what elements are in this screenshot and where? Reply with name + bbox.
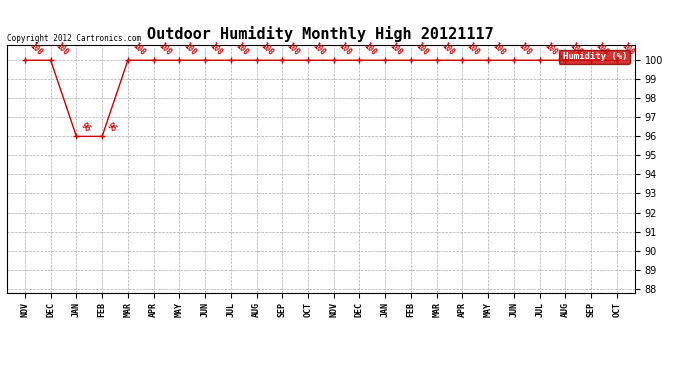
Text: 100: 100 xyxy=(157,41,172,57)
Text: 100: 100 xyxy=(620,41,635,57)
Text: 100: 100 xyxy=(491,41,507,57)
Text: 100: 100 xyxy=(285,41,302,57)
Text: 100: 100 xyxy=(440,41,455,57)
Text: 100: 100 xyxy=(53,41,70,57)
Text: 100: 100 xyxy=(233,41,250,57)
Text: 100: 100 xyxy=(337,41,353,57)
Text: 96: 96 xyxy=(105,121,118,134)
Text: 100: 100 xyxy=(594,41,610,57)
Text: 100: 100 xyxy=(208,41,224,57)
Legend: Humidity (%): Humidity (%) xyxy=(559,50,630,64)
Text: 100: 100 xyxy=(568,41,584,57)
Text: Copyright 2012 Cartronics.com: Copyright 2012 Cartronics.com xyxy=(7,33,141,42)
Text: 100: 100 xyxy=(465,41,482,57)
Text: 100: 100 xyxy=(310,41,327,57)
Text: 96: 96 xyxy=(79,121,92,134)
Text: 100: 100 xyxy=(28,41,44,57)
Text: 100: 100 xyxy=(542,41,558,57)
Text: 100: 100 xyxy=(182,41,198,57)
Text: 100: 100 xyxy=(388,41,404,57)
Text: 100: 100 xyxy=(130,41,147,57)
Text: 100: 100 xyxy=(517,41,533,57)
Text: 100: 100 xyxy=(259,41,275,57)
Text: 100: 100 xyxy=(414,41,430,57)
Text: 100: 100 xyxy=(362,41,378,57)
Title: Outdoor Humidity Monthly High 20121117: Outdoor Humidity Monthly High 20121117 xyxy=(148,27,494,42)
